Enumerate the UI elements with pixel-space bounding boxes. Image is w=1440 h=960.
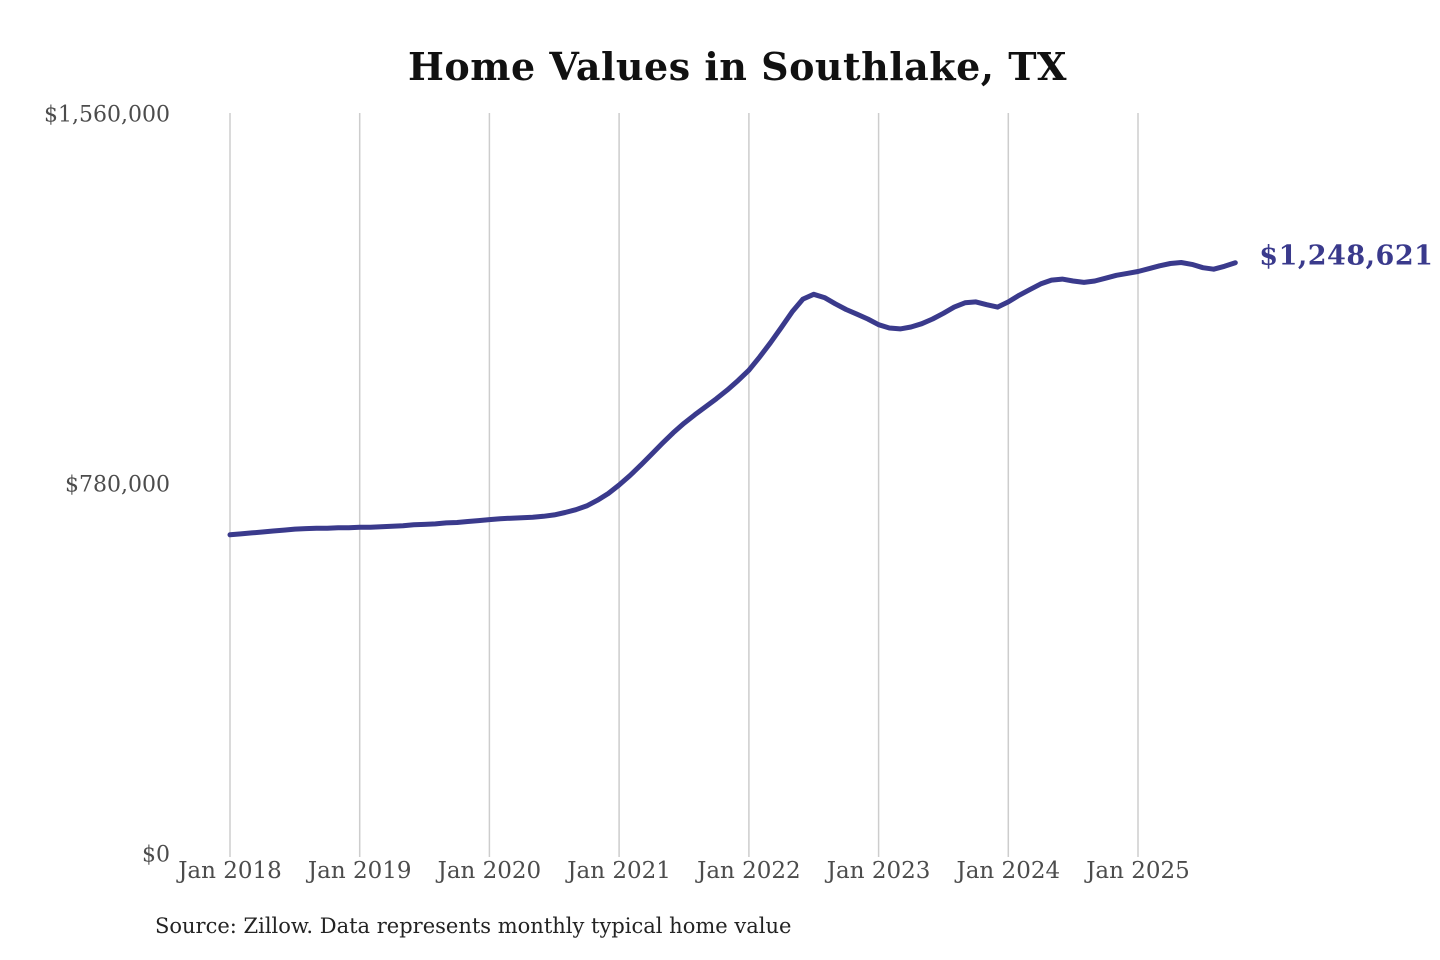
home-value-line [227, 260, 1238, 538]
y-tick-label: $0 [142, 842, 170, 868]
x-tick-label: Jan 2021 [567, 858, 671, 884]
x-tick-label: Jan 2020 [437, 858, 542, 884]
x-tick-label: Jan 2019 [307, 858, 412, 884]
x-tick-label: Jan 2025 [1086, 858, 1190, 884]
year-gridlines [229, 113, 1139, 857]
source-note: Source: Zillow. Data represents monthly … [155, 914, 792, 938]
x-tick-label: Jan 2018 [178, 858, 282, 884]
x-tick-label: Jan 2022 [697, 858, 801, 884]
x-tick-label: Jan 2024 [956, 858, 1061, 884]
y-tick-label: $780,000 [65, 472, 170, 498]
x-tick-label: Jan 2023 [826, 858, 931, 884]
chart-title: Home Values in Southlake, TX [407, 44, 1068, 89]
final-value-label: $1,248,621 [1259, 240, 1434, 272]
y-tick-label: $1,560,000 [44, 102, 170, 128]
